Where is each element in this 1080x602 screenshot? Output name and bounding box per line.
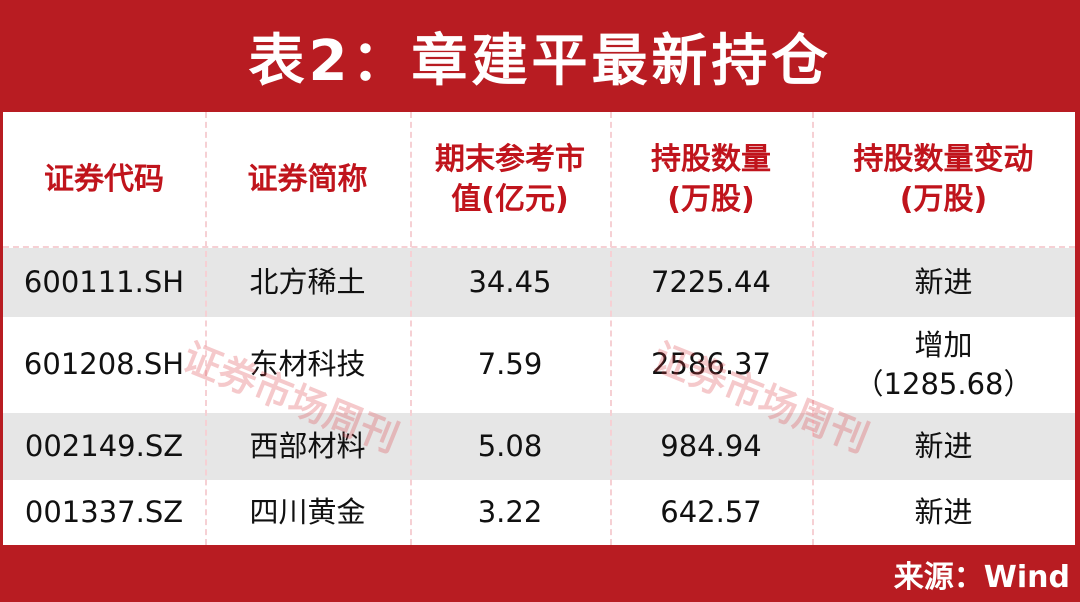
cell-share-change: 新进 <box>914 264 973 299</box>
source-note: 来源：Wind <box>893 559 1070 595</box>
holdings-table: 证券代码 证券简称 期末参考市值(亿元) 持股数量(万股) 持股数量变动(万股)… <box>3 112 1075 545</box>
cell-code: 001337.SZ <box>24 494 184 529</box>
cell-name: 东材科技 <box>249 347 366 382</box>
cell-code: 002149.SZ <box>24 428 184 463</box>
header-shares: 持股数量(万股) <box>651 141 771 218</box>
table-row: 002149.SZ 西部材料 5.08 984.94 新进 <box>3 413 1075 480</box>
cell-market-value: 3.22 <box>477 494 543 529</box>
column-divider <box>812 112 814 545</box>
table-title: 表2：章建平最新持仓 <box>248 28 832 94</box>
cell-shares: 2586.37 <box>651 347 771 382</box>
column-divider <box>610 112 612 545</box>
table-header-row: 证券代码 证券简称 期末参考市值(亿元) 持股数量(万股) 持股数量变动(万股) <box>3 112 1075 248</box>
cell-name: 北方稀土 <box>249 264 366 299</box>
table-row: 600111.SH 北方稀土 34.45 7225.44 新进 <box>3 248 1075 317</box>
header-name: 证券简称 <box>247 161 368 197</box>
cell-shares: 984.94 <box>660 428 762 463</box>
header-share-change: 持股数量变动(万股) <box>853 141 1034 218</box>
cell-market-value: 7.59 <box>477 347 543 382</box>
cell-shares: 7225.44 <box>651 264 771 299</box>
table-row: 601208.SH 东材科技 7.59 2586.37 增加（1285.68） <box>3 317 1075 413</box>
cell-share-change: 增加（1285.68） <box>854 327 1033 401</box>
header-divider <box>3 246 1075 248</box>
cell-name: 四川黄金 <box>249 494 366 529</box>
cell-code: 600111.SH <box>23 264 185 299</box>
table-row: 001337.SZ 四川黄金 3.22 642.57 新进 <box>3 480 1075 545</box>
cell-market-value: 34.45 <box>468 264 552 299</box>
cell-code: 601208.SH <box>23 347 185 382</box>
cell-shares: 642.57 <box>660 494 762 529</box>
header-market-value: 期末参考市值(亿元) <box>435 141 585 218</box>
cell-share-change: 新进 <box>914 428 973 463</box>
header-code: 证券代码 <box>44 161 164 197</box>
column-divider <box>410 112 412 545</box>
cell-share-change: 新进 <box>914 494 973 529</box>
cell-name: 西部材料 <box>249 428 366 463</box>
cell-market-value: 5.08 <box>477 428 543 463</box>
column-divider <box>205 112 207 545</box>
